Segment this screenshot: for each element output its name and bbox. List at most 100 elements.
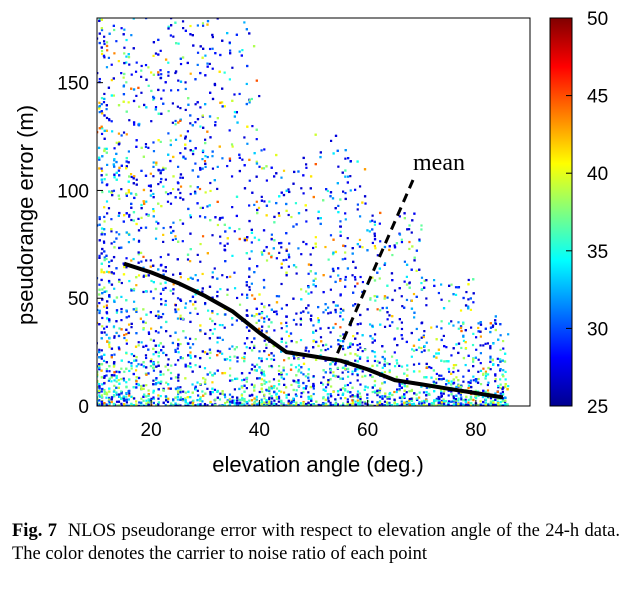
data-point <box>270 385 273 388</box>
data-point <box>253 152 256 155</box>
data-point <box>172 288 175 291</box>
data-point <box>263 349 266 353</box>
data-point <box>440 399 443 403</box>
data-point <box>206 252 209 255</box>
data-point <box>359 401 362 405</box>
data-point <box>428 403 431 406</box>
data-point <box>160 315 163 319</box>
data-point <box>211 373 214 377</box>
data-point <box>314 245 318 248</box>
data-point <box>400 321 404 324</box>
data-point <box>282 391 286 394</box>
data-point <box>140 169 143 173</box>
data-point <box>189 395 192 399</box>
data-point <box>248 404 251 406</box>
data-point <box>228 41 231 44</box>
data-point <box>496 357 499 360</box>
data-point <box>425 341 428 344</box>
data-point <box>166 404 170 406</box>
data-point <box>103 233 106 236</box>
data-point <box>352 304 355 307</box>
data-point <box>358 404 362 406</box>
data-point <box>199 106 202 109</box>
data-point <box>267 318 271 321</box>
data-point <box>337 404 340 406</box>
data-point <box>214 216 217 219</box>
data-point <box>196 24 199 27</box>
data-point <box>234 377 237 381</box>
data-point <box>231 254 234 257</box>
data-point <box>477 330 480 333</box>
data-point <box>413 212 416 215</box>
data-point <box>462 380 465 383</box>
data-point <box>248 394 251 397</box>
data-point <box>98 283 101 286</box>
data-point <box>275 201 278 205</box>
data-point <box>410 399 414 402</box>
data-point <box>211 319 214 323</box>
data-point <box>357 401 360 405</box>
data-point <box>101 231 104 234</box>
data-point <box>332 326 335 329</box>
data-point <box>113 158 116 161</box>
data-point <box>229 367 232 370</box>
data-point <box>479 323 483 326</box>
data-point <box>221 274 224 277</box>
data-point <box>138 401 141 404</box>
data-point <box>120 397 123 400</box>
data-point <box>295 374 298 377</box>
data-point <box>115 375 118 378</box>
data-point <box>444 399 448 403</box>
data-point <box>228 78 231 81</box>
data-point <box>208 356 212 360</box>
data-point <box>154 52 158 55</box>
data-point <box>252 346 256 349</box>
data-point <box>177 308 180 311</box>
data-point <box>189 320 192 324</box>
data-point <box>125 381 128 384</box>
data-point <box>322 311 325 314</box>
data-point <box>356 323 359 326</box>
data-point <box>390 272 394 275</box>
data-point <box>391 393 394 397</box>
data-point <box>161 312 165 316</box>
data-point <box>477 326 480 330</box>
data-point <box>275 295 279 298</box>
data-point <box>113 240 116 244</box>
data-point <box>452 400 455 403</box>
data-point <box>385 401 389 404</box>
data-point <box>243 136 246 139</box>
data-point <box>127 191 131 194</box>
data-point <box>314 162 317 166</box>
data-point <box>309 187 312 190</box>
data-point <box>110 94 113 97</box>
data-point <box>238 169 242 173</box>
data-point <box>208 348 212 351</box>
data-point <box>268 380 271 383</box>
data-point <box>145 395 148 398</box>
data-point <box>187 207 190 211</box>
data-point <box>142 320 145 323</box>
data-point <box>152 97 156 100</box>
data-point <box>177 338 180 341</box>
data-point <box>411 219 414 222</box>
data-point <box>243 342 246 345</box>
data-point <box>418 391 421 394</box>
data-point <box>110 354 113 357</box>
data-point <box>184 306 187 309</box>
data-point <box>179 80 183 83</box>
data-point <box>356 399 359 402</box>
data-point <box>206 373 209 376</box>
data-point <box>260 378 264 381</box>
data-point <box>184 87 187 91</box>
data-point <box>206 23 209 26</box>
data-point <box>177 359 180 362</box>
data-point <box>280 373 283 376</box>
data-point <box>383 350 386 353</box>
data-point <box>152 196 155 199</box>
data-point <box>309 270 312 273</box>
data-point <box>140 387 143 391</box>
data-point <box>147 398 150 401</box>
data-point <box>491 359 494 362</box>
data-point <box>149 194 153 197</box>
